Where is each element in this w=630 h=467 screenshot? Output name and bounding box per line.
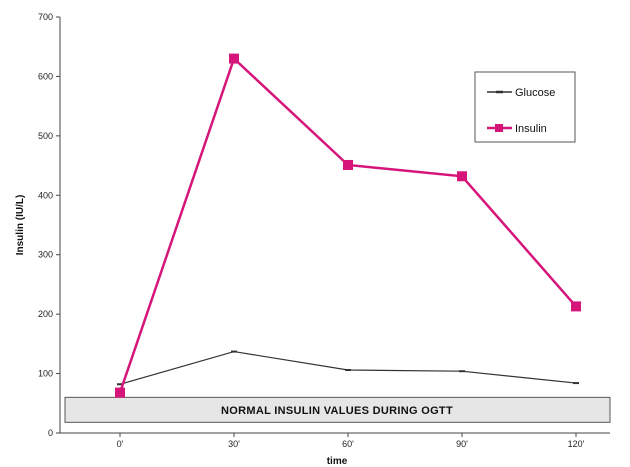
y-tick-label: 400	[38, 190, 53, 200]
x-axis-title: time	[327, 456, 348, 467]
y-tick-label: 700	[38, 12, 53, 22]
y-tick-label: 0	[48, 428, 53, 438]
data-point-insulin	[115, 387, 125, 398]
x-tick-label: 0'	[117, 439, 124, 449]
normal-range-band-label: NORMAL INSULIN VALUES DURING OGTT	[221, 405, 453, 417]
legend-insulin-marker	[495, 124, 503, 132]
y-tick-label: 100	[38, 369, 53, 379]
data-point-insulin	[343, 159, 353, 170]
legend-insulin-label: Insulin	[515, 123, 547, 135]
y-tick-label: 200	[38, 309, 53, 319]
x-tick-label: 90'	[456, 439, 468, 449]
x-tick-label: 30'	[228, 439, 240, 449]
series-layer	[115, 53, 581, 398]
data-point-insulin	[229, 53, 239, 64]
x-tick-label: 60'	[342, 439, 354, 449]
y-tick-label: 600	[38, 71, 53, 81]
legend-glucose-label: Glucose	[515, 87, 555, 99]
y-tick-label: 500	[38, 131, 53, 141]
legend: Glucose Insulin	[474, 71, 576, 143]
legend-box	[474, 71, 576, 143]
data-point-insulin	[457, 171, 467, 182]
series-line-glucose	[119, 350, 577, 385]
data-point-insulin	[571, 301, 581, 312]
normal-range-band	[64, 396, 611, 423]
x-tick-label: 120'	[568, 439, 585, 449]
x-axis-ticks: 0' 30' 60' 90' 120'	[117, 433, 585, 449]
y-tick-label: 300	[38, 250, 53, 260]
y-axis-ticks: 0 100 200 300 400 500 600 700	[38, 12, 60, 438]
y-axis-title: Insulin (IU/L)	[15, 195, 26, 256]
